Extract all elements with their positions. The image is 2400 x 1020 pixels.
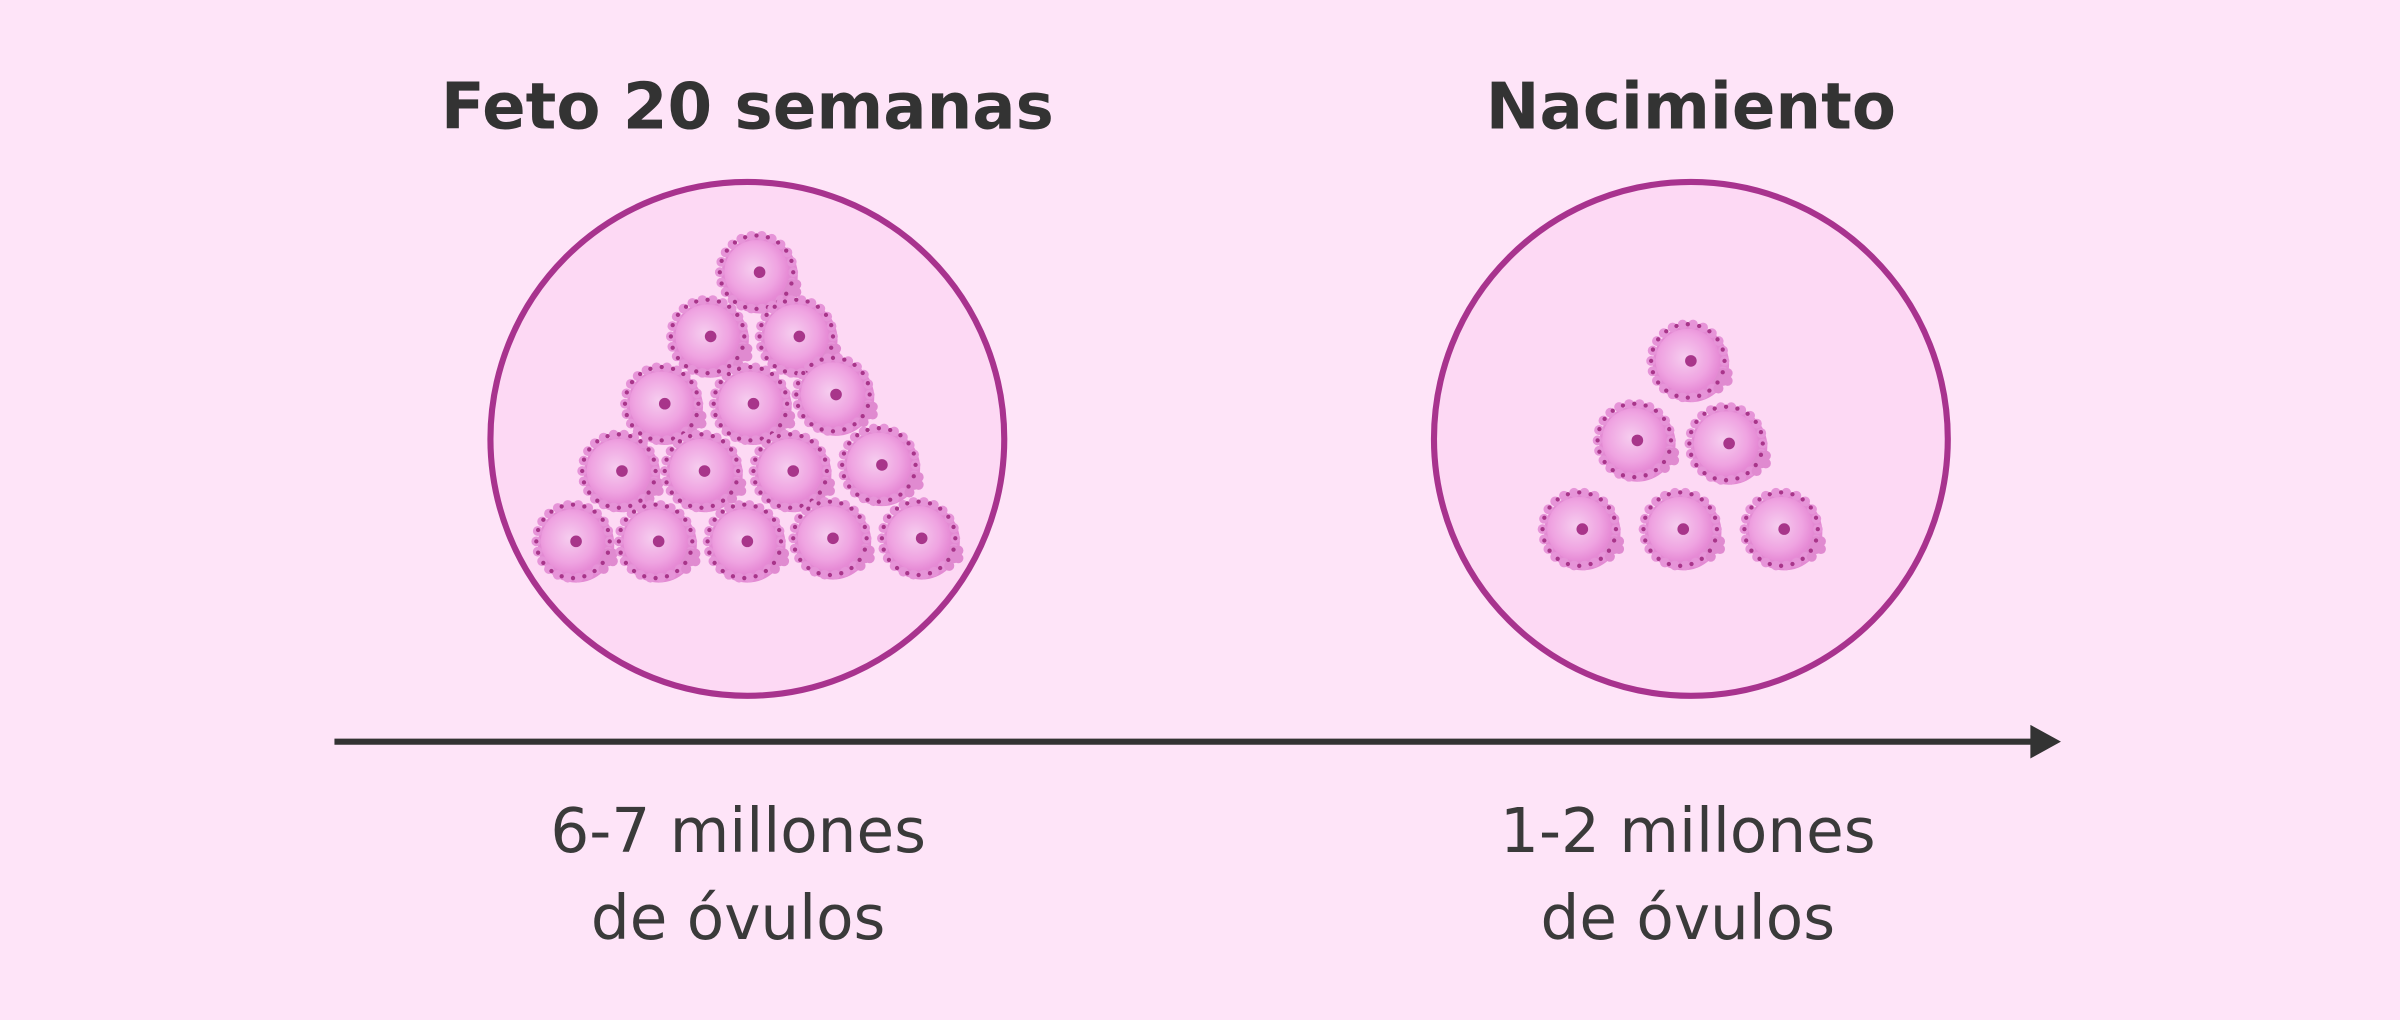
nucleus bbox=[827, 532, 839, 545]
fetus-caption-line2: de óvulos bbox=[591, 883, 886, 954]
nucleus bbox=[876, 459, 888, 471]
fetus-oocyte-group bbox=[531, 230, 964, 583]
arrow-head-icon bbox=[2030, 724, 2061, 759]
nucleus bbox=[570, 535, 582, 548]
nucleus bbox=[1631, 434, 1644, 447]
stage-title-fetus: Feto 20 semanas bbox=[441, 69, 1054, 144]
oocyte-cell bbox=[1537, 487, 1625, 571]
fetus-caption-line1: 6-7 millones bbox=[550, 796, 926, 867]
nucleus bbox=[1576, 523, 1589, 535]
nucleus bbox=[1723, 437, 1735, 450]
nucleus bbox=[830, 388, 842, 401]
nucleus bbox=[747, 397, 760, 410]
stage-title-birth: Nacimiento bbox=[1486, 69, 1896, 144]
nucleus bbox=[787, 465, 800, 477]
oocyte-cell bbox=[748, 429, 835, 513]
oocyte-cell bbox=[577, 429, 664, 513]
nucleus bbox=[753, 266, 766, 279]
nucleus bbox=[616, 465, 628, 477]
oocyte-cell bbox=[1646, 319, 1733, 403]
birth-oocyte-group bbox=[1537, 319, 1826, 571]
nucleus bbox=[1677, 523, 1690, 535]
nucleus bbox=[915, 532, 928, 545]
nucleus bbox=[741, 535, 754, 548]
oocyte-cell bbox=[1739, 487, 1826, 571]
oocyte-cell bbox=[714, 230, 802, 314]
oocyte-cell bbox=[791, 353, 878, 436]
nucleus bbox=[704, 330, 717, 343]
oocyte-cell bbox=[1638, 487, 1725, 571]
nucleus bbox=[793, 330, 806, 343]
oocyte-cell bbox=[708, 362, 796, 446]
oocyte-cell bbox=[620, 362, 707, 446]
birth-caption-line2: de óvulos bbox=[1541, 883, 1836, 954]
nucleus bbox=[658, 397, 671, 410]
nucleus bbox=[1778, 523, 1790, 535]
oocyte-cell bbox=[1684, 402, 1771, 485]
nucleus bbox=[652, 535, 665, 548]
oocyte-cell bbox=[613, 500, 701, 583]
oocyte-cell bbox=[837, 423, 924, 507]
oocyte-cell bbox=[702, 500, 790, 583]
oocyte-cell bbox=[788, 497, 875, 580]
nucleus bbox=[698, 465, 711, 477]
birth-caption-line1: 1-2 millones bbox=[1500, 796, 1876, 867]
oocyte-cell bbox=[531, 500, 618, 583]
nucleus bbox=[1685, 355, 1697, 367]
oocyte-cell bbox=[1592, 399, 1680, 482]
oocyte-cell bbox=[665, 295, 753, 378]
oocyte-cell bbox=[659, 429, 747, 513]
oocyte-cell bbox=[877, 497, 964, 580]
